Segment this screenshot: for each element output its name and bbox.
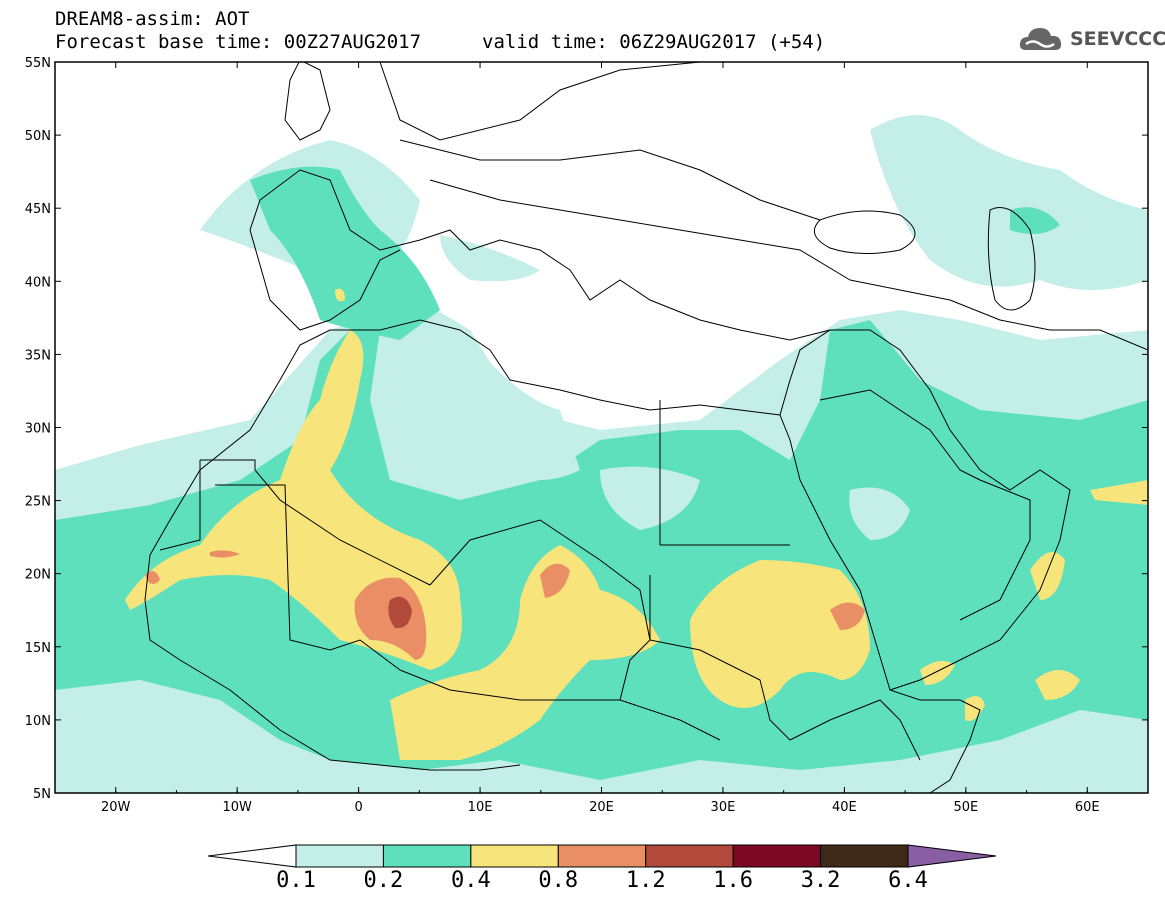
- aot-band-0.8-chad: [540, 563, 570, 598]
- aot-patch-0.1-sahara: [470, 340, 580, 480]
- aot-band-0.4-arabia-1: [1030, 552, 1065, 600]
- colorbar-box: [295, 844, 384, 868]
- aot-band-0.8-eritrea: [830, 602, 865, 630]
- border-ethiopia: [789, 699, 921, 761]
- lon-label: 10E: [468, 800, 493, 815]
- colorbar-label: 0.2: [363, 868, 404, 893]
- aot-patch-0.1-arabia: [849, 487, 910, 540]
- colorbar-label: 0.4: [450, 868, 491, 893]
- coastlines-and-borders: [144, 62, 1148, 793]
- aot-band-0.4-arabia-2: [1035, 670, 1080, 700]
- lon-label: 10W: [222, 800, 252, 815]
- colorbar-box: [470, 844, 559, 868]
- aot-band-0.2-caspian: [1010, 207, 1060, 234]
- lon-label: 0: [354, 800, 362, 815]
- aot-band-0.4-east-edge: [1090, 480, 1148, 505]
- lat-label: 25N: [25, 495, 51, 510]
- aot-band-0.4-central: [390, 545, 660, 760]
- seevccc-logo: SEEVCCC: [1018, 22, 1165, 56]
- aot-band-0.8-coast: [145, 571, 160, 584]
- lat-label: 50N: [25, 129, 51, 144]
- logo-text: SEEVCCC: [1070, 28, 1165, 50]
- iberia-coast: [249, 229, 401, 331]
- lon-label: 50E: [953, 800, 978, 815]
- lon-label: 20W: [101, 800, 131, 815]
- caspian-sea: [987, 207, 1036, 311]
- border-mali: [215, 484, 401, 671]
- forecast-base-time: Forecast base time: 00Z27AUG2017: [55, 31, 422, 53]
- lon-label: 20E: [589, 800, 614, 815]
- map-title: DREAM8-assim: AOT: [55, 8, 250, 30]
- colorbar-box: [557, 844, 647, 868]
- black-sea: [813, 210, 916, 255]
- lat-label: 5N: [33, 787, 51, 802]
- border-europe-1: [399, 139, 821, 221]
- aot-band-0.8-mauritania: [210, 550, 240, 558]
- colorbar-label: 0.8: [538, 868, 579, 893]
- africa-west-coast: [144, 554, 521, 771]
- aot-band-0.4-horn: [965, 696, 985, 721]
- colorbar-low-arrow: [207, 844, 297, 868]
- border-arabia-2: [959, 479, 1031, 621]
- africa-coastline: [149, 319, 981, 793]
- lat-label: 10N: [25, 714, 51, 729]
- axis-ticks: [54, 61, 1149, 794]
- colorbar: [207, 844, 997, 868]
- aot-band-1.2-niger: [388, 596, 412, 629]
- colorbar-high-arrow: [907, 844, 997, 868]
- lat-label: 15N: [25, 641, 51, 656]
- colorbar-box: [732, 844, 822, 868]
- colorbar-label: 3.2: [800, 868, 841, 893]
- aot-contours: [55, 115, 1148, 793]
- cloud-icon: [1019, 28, 1062, 50]
- colorbar-box: [645, 844, 734, 868]
- british-isles: [284, 62, 331, 141]
- lat-labels: 55N 50N 45N 40N 35N 30N 25N 20N 15N 10N 5N: [25, 56, 51, 802]
- colorbar-label: 1.6: [713, 868, 754, 893]
- valid-time: valid time: 06Z29AUG2017 (+54): [482, 31, 826, 53]
- aot-patch-0.1-nile: [600, 466, 700, 530]
- aot-band-0.4-iberia: [335, 288, 345, 302]
- lat-label: 20N: [25, 568, 51, 583]
- lat-label: 55N: [25, 56, 51, 71]
- north-europe-coast: [379, 62, 701, 141]
- colorbar-labels: 0.1 0.2 0.4 0.8 1.2 1.6 3.2 6.4: [0, 868, 1165, 898]
- lat-label: 30N: [25, 422, 51, 437]
- colorbar-box: [382, 844, 472, 868]
- lon-label: 30E: [711, 800, 736, 815]
- border-niger-chad: [429, 519, 651, 701]
- aot-band-0.4-sudan: [690, 560, 870, 708]
- lon-label: 60E: [1075, 800, 1100, 815]
- lat-label: 45N: [25, 202, 51, 217]
- aot-band-0.1-med: [440, 235, 540, 282]
- lat-label: 40N: [25, 275, 51, 290]
- border-sahara-2: [159, 460, 201, 551]
- border-sudan: [649, 575, 791, 741]
- lon-labels: 20W 10W 0 10E 20E 30E 40E 50E 60E: [101, 800, 1100, 815]
- aot-band-0.2-iberia: [250, 166, 440, 340]
- colorbar-label: 6.4: [888, 868, 928, 893]
- lon-label: 40E: [832, 800, 857, 815]
- colorbar-box: [820, 844, 909, 868]
- arabia-coastline: [779, 329, 1071, 691]
- border-arabia-1: [819, 389, 981, 481]
- border-europe-2: [429, 179, 851, 281]
- lat-label: 35N: [25, 348, 51, 363]
- colorbar-label: 1.2: [625, 868, 666, 893]
- aot-band-0.1-east: [870, 115, 1148, 290]
- europe-coastline: [249, 169, 831, 341]
- border-central-africa: [399, 669, 721, 741]
- colorbar-label: 0.1: [276, 868, 316, 893]
- border-turkey-iran: [849, 279, 1148, 351]
